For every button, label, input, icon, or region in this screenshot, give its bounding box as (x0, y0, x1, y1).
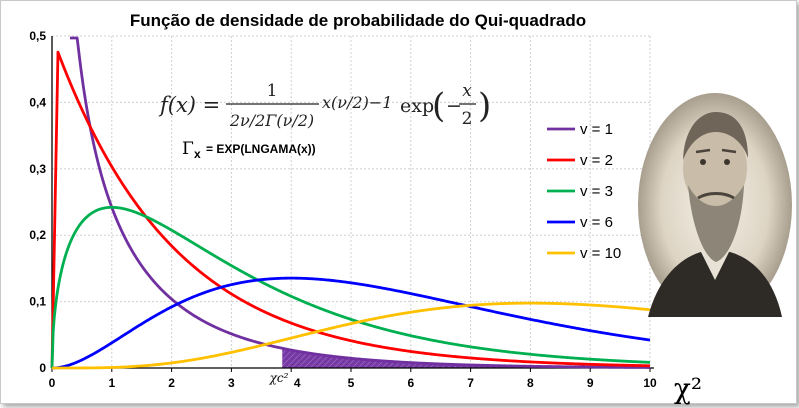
axes (51, 36, 654, 372)
critical-region-fill (282, 348, 650, 368)
formula-left-paren: ( (432, 86, 445, 126)
portrait (638, 93, 792, 317)
legend-label: v = 3 (580, 183, 613, 200)
gamma-symbol: Γ (182, 139, 194, 159)
y-tick-label: 0,2 (29, 228, 46, 242)
chart-title: Função de densidade de probabilidade do … (130, 11, 586, 30)
x-tick-label: 2 (168, 376, 175, 390)
series-line (51, 301, 651, 370)
formula-power: x(ν/2)−1 (322, 93, 392, 112)
portrait-figure (648, 112, 782, 317)
series-lines (50, 36, 651, 370)
y-tick-label: 0 (39, 361, 46, 375)
x-tick-label: 7 (467, 376, 474, 390)
formula-exp-numerator: x (462, 81, 472, 101)
legend-label: v = 6 (580, 214, 613, 231)
legend-label: v = 2 (580, 152, 613, 169)
x-tick-label: 4 (294, 376, 301, 390)
series-line (69, 36, 651, 369)
pdf-formula: f(x) = 1 2ν/2Γ(ν/2) x(ν/2)−1 exp ( − x 2… (158, 81, 491, 130)
formula-exp: exp (400, 95, 434, 117)
formula-exp-denominator: 2 (462, 109, 473, 129)
x-tick-label: 8 (527, 376, 534, 390)
tick-labels: 0 1 2 3 5 6 7 8 9 10 4 0 0,1 0,2 0,3 0,4 0,5 (29, 29, 657, 390)
formula-right-paren: ) (478, 86, 491, 126)
series-line (50, 205, 651, 369)
y-tick-label: 0,3 (29, 162, 46, 176)
legend-label: v = 1 (580, 121, 613, 138)
y-tick-label: 0,4 (29, 95, 46, 109)
x-tick-label: 9 (587, 376, 594, 390)
shaded-region (282, 348, 650, 368)
y-tick-label: 0,5 (29, 29, 46, 43)
x-tick-label: 10 (643, 376, 657, 390)
gamma-note: Γ x = EXP(LNGAMA(x)) (182, 139, 316, 161)
legend-label: v = 10 (580, 245, 621, 262)
legend: v = 1 v = 2 v = 3 v = 6 v = 10 (547, 121, 621, 262)
formula-denominator: 2ν/2Γ(ν/2) (229, 111, 314, 130)
x-tick-label: 0 (49, 376, 56, 390)
formula-minus: − (446, 95, 462, 117)
x-tick-label: 6 (407, 376, 414, 390)
gamma-note-text: = EXP(LNGAMA(x)) (206, 142, 316, 156)
formula-lhs: f(x) = (158, 93, 220, 117)
x-tick-label: 5 (348, 376, 355, 390)
x-tick-label: 3 (228, 376, 235, 390)
y-tick-label: 0,1 (29, 295, 46, 309)
series-line (50, 50, 651, 369)
x-tick-label: 1 (108, 376, 115, 390)
gamma-subscript: x (194, 147, 201, 161)
x-axis-label: χ² (674, 372, 702, 405)
formula-numerator: 1 (267, 81, 278, 101)
critical-value-label: χc² (269, 371, 289, 385)
x-axis-label-text: χ² (674, 372, 702, 405)
series-line (51, 276, 651, 370)
